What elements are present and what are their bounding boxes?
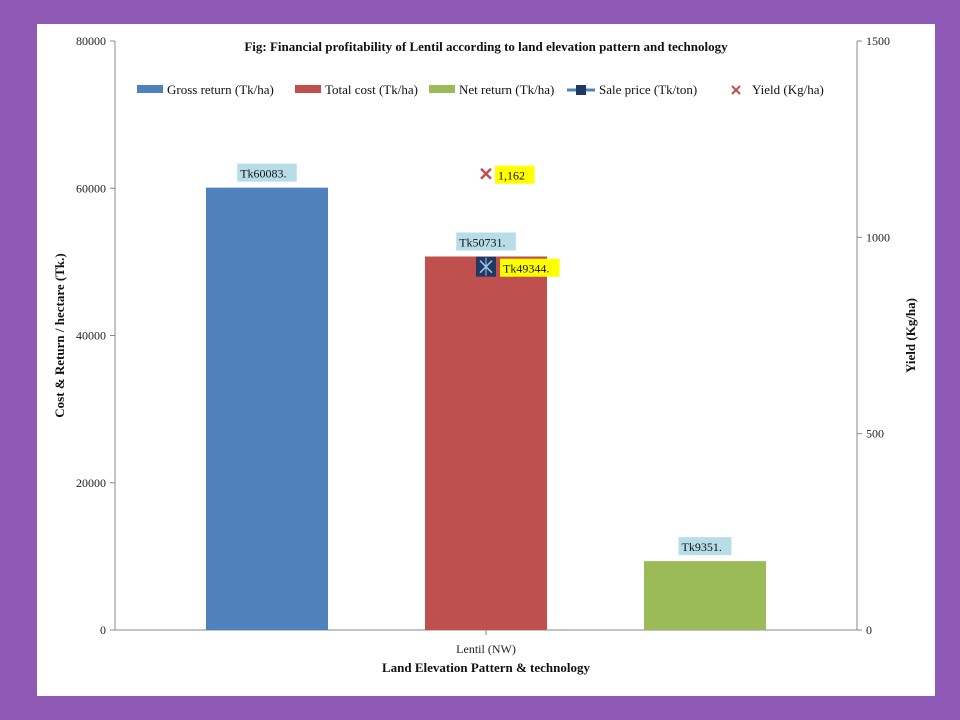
data-label-background bbox=[456, 232, 516, 251]
chart-title: Fig: Financial profitability of Lentil a… bbox=[244, 39, 728, 54]
left-tick-label: 20000 bbox=[76, 476, 106, 490]
left-tick-label: 40000 bbox=[76, 329, 106, 343]
legend-swatch bbox=[295, 85, 321, 93]
data-label: Tk9351. bbox=[678, 537, 732, 556]
legend-label: Sale price (Tk/ton) bbox=[599, 82, 697, 97]
x-axis-title: Land Elevation Pattern & technology bbox=[382, 660, 590, 675]
right-tick-label: 1500 bbox=[866, 34, 890, 48]
legend-label: Total cost (Tk/ha) bbox=[325, 82, 418, 97]
y-axis-right-title: Yield (Kg/ha) bbox=[903, 298, 918, 373]
data-label-text: Tk9351. bbox=[682, 540, 722, 554]
data-label-text: Tk60083. bbox=[240, 167, 286, 181]
x-tick-label: Lentil (NW) bbox=[456, 642, 516, 656]
legend-label: Gross return (Tk/ha) bbox=[167, 82, 274, 97]
slide-background: Fig: Financial profitability of Lentil a… bbox=[37, 24, 935, 696]
left-tick-label: 60000 bbox=[76, 181, 106, 195]
legend-item: Gross return (Tk/ha) bbox=[137, 82, 274, 97]
bars bbox=[206, 187, 766, 630]
left-tick-label: 80000 bbox=[76, 34, 106, 48]
data-label-text: Tk50731. bbox=[459, 235, 505, 249]
right-tick-label: 500 bbox=[866, 427, 884, 441]
legend-swatch bbox=[576, 85, 586, 95]
legend-label: Yield (Kg/ha) bbox=[752, 82, 824, 97]
sale-price-marker bbox=[476, 256, 496, 277]
data-label-background bbox=[678, 537, 732, 556]
data-label: Tk60083. bbox=[237, 163, 297, 182]
data-label: Tk50731. bbox=[456, 232, 516, 251]
yield-marker bbox=[480, 167, 492, 180]
left-tick-label: 0 bbox=[100, 623, 106, 637]
data-label-text: Tk49344. bbox=[503, 262, 549, 276]
markers bbox=[476, 167, 496, 277]
bar-0 bbox=[206, 187, 328, 630]
data-labels: Tk60083. Tk50731. Tk9351. Tk49344. 1,162 bbox=[237, 163, 732, 556]
legend-label: Net return (Tk/ha) bbox=[459, 82, 554, 97]
bar-1 bbox=[425, 256, 547, 630]
legend-item: Yield (Kg/ha) bbox=[731, 82, 824, 97]
data-label: Tk49344. bbox=[500, 258, 560, 277]
chart: Fig: Financial profitability of Lentil a… bbox=[52, 34, 918, 675]
right-axis-ticks: 0 500 1000 1500 bbox=[857, 34, 890, 637]
legend: Gross return (Tk/ha) Total cost (Tk/ha) Ne… bbox=[137, 82, 824, 97]
data-label-background bbox=[237, 163, 297, 182]
legend-swatch bbox=[137, 85, 163, 93]
data-label: 1,162 bbox=[495, 165, 535, 184]
data-label-background bbox=[500, 258, 560, 277]
left-axis-ticks: 0 20000 40000 60000 80000 bbox=[76, 34, 115, 637]
legend-item: Sale price (Tk/ton) bbox=[567, 82, 697, 97]
right-tick-label: 0 bbox=[866, 623, 872, 637]
right-tick-label: 1000 bbox=[866, 230, 890, 244]
data-label-text: 1,162 bbox=[498, 169, 525, 183]
bar-2 bbox=[644, 561, 766, 630]
y-axis-title: Cost & Return / hectare (Tk.) bbox=[52, 253, 67, 417]
legend-item: Total cost (Tk/ha) bbox=[295, 82, 418, 97]
legend-swatch bbox=[429, 85, 455, 93]
legend-item: Net return (Tk/ha) bbox=[429, 82, 554, 97]
data-label-background bbox=[495, 165, 535, 184]
